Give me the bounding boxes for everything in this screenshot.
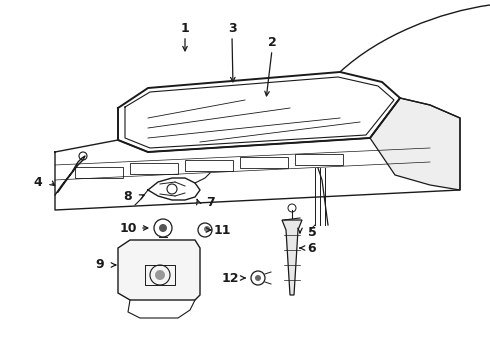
- Text: 4: 4: [34, 175, 42, 189]
- Text: 2: 2: [268, 36, 276, 49]
- Text: 6: 6: [308, 242, 317, 255]
- Circle shape: [255, 275, 261, 281]
- Text: 9: 9: [96, 258, 104, 271]
- Text: 8: 8: [123, 190, 132, 203]
- Bar: [295, 154, 343, 165]
- Polygon shape: [370, 98, 460, 190]
- Circle shape: [159, 224, 167, 232]
- Text: 10: 10: [119, 221, 137, 234]
- Text: 1: 1: [181, 22, 189, 35]
- Circle shape: [204, 226, 210, 232]
- Text: 7: 7: [206, 195, 215, 208]
- Polygon shape: [282, 220, 302, 295]
- Text: 5: 5: [308, 225, 317, 238]
- Text: 11: 11: [213, 224, 231, 237]
- Circle shape: [155, 270, 165, 280]
- Text: 12: 12: [221, 271, 239, 284]
- Bar: [240, 157, 288, 168]
- Bar: [130, 163, 178, 174]
- Bar: [185, 160, 233, 171]
- Bar: [75, 167, 123, 178]
- Polygon shape: [118, 240, 200, 300]
- Text: 3: 3: [228, 22, 236, 35]
